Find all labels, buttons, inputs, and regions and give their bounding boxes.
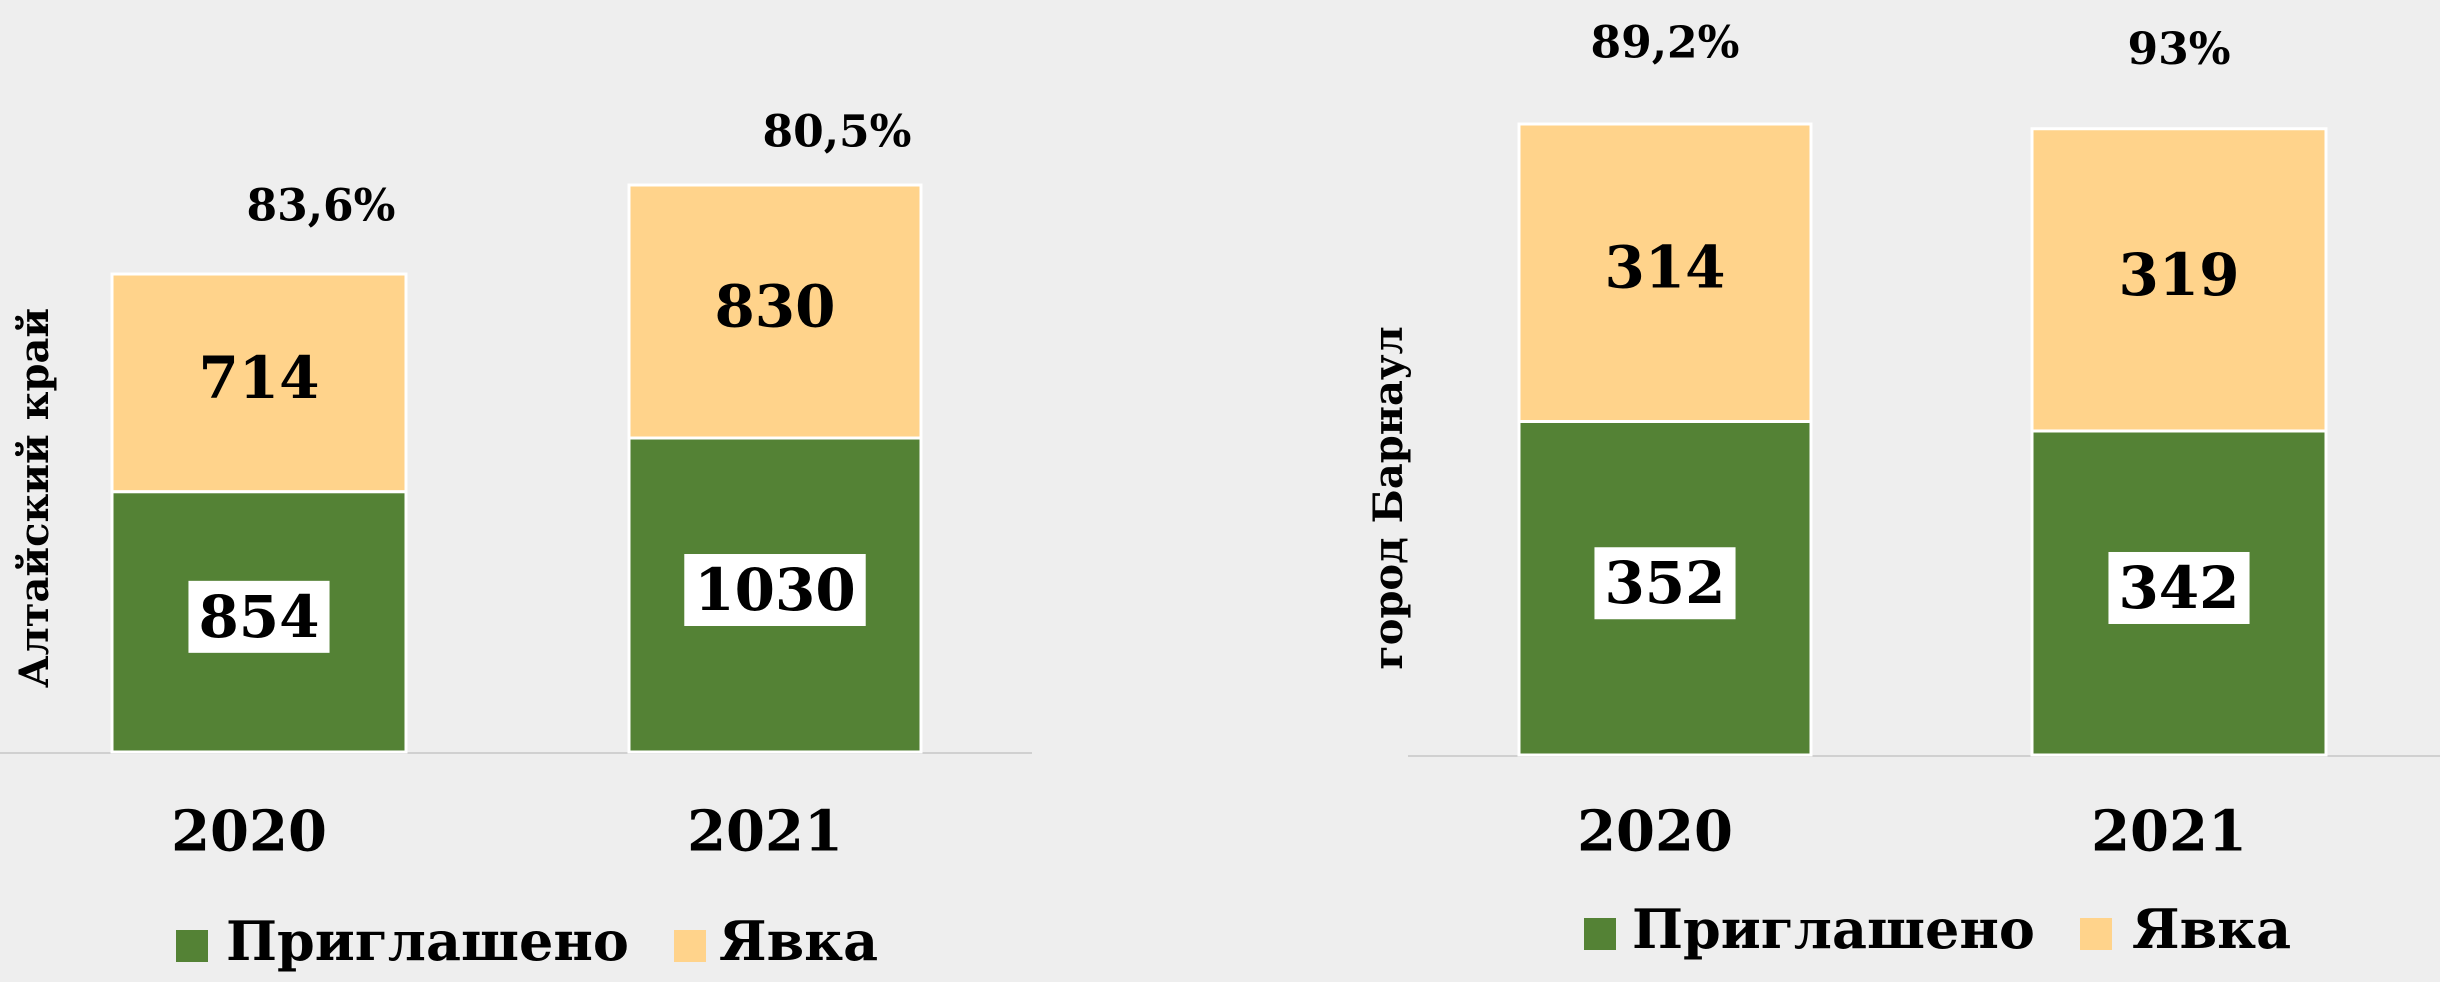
annotation: 83,6% xyxy=(247,181,396,232)
bar-segment xyxy=(110,272,408,494)
legend-label: Приглашено xyxy=(226,909,629,973)
data-label-box xyxy=(684,554,866,627)
data-label: 352 xyxy=(1604,549,1725,617)
legend-swatch xyxy=(1584,918,1616,950)
data-label: 342 xyxy=(2118,554,2239,622)
data-label-group: 342 xyxy=(2108,551,2250,624)
annotation: 80,5% xyxy=(763,107,912,158)
legend-swatch xyxy=(674,930,706,962)
x-tick-label: 2021 xyxy=(687,799,843,865)
data-label-group: 1030 xyxy=(684,554,866,627)
data-label: 319 xyxy=(2118,241,2239,309)
x-tick-label: 2021 xyxy=(2091,799,2247,865)
legend-label: Приглашено xyxy=(1632,897,2035,961)
bar-segment xyxy=(627,183,923,440)
data-label-box xyxy=(188,580,330,653)
y-axis-label: Алтайский край xyxy=(11,308,58,688)
legend-label: Явка xyxy=(2132,897,2291,961)
legend-swatch xyxy=(2080,918,2112,950)
bar-segment xyxy=(1517,122,1813,423)
annotation: 89,2% xyxy=(1591,18,1740,69)
data-label-box xyxy=(2108,551,2250,624)
data-label: 854 xyxy=(198,583,319,651)
y-axis-label: город Барнаул xyxy=(1365,326,1412,670)
legend-swatch xyxy=(176,930,208,962)
data-label: 830 xyxy=(714,273,835,341)
data-label-group: 854 xyxy=(188,580,330,653)
x-tick-label: 2020 xyxy=(171,799,327,865)
x-tick-label: 2020 xyxy=(1577,799,1733,865)
data-label-box xyxy=(1594,547,1736,620)
annotation: 93% xyxy=(2127,24,2230,75)
legend-label: Явка xyxy=(719,909,878,973)
data-label: 314 xyxy=(1604,234,1725,302)
data-label: 714 xyxy=(198,344,319,412)
data-label: 1030 xyxy=(694,556,855,624)
bar-segment xyxy=(2030,127,2328,433)
data-label-group: 352 xyxy=(1594,547,1736,620)
